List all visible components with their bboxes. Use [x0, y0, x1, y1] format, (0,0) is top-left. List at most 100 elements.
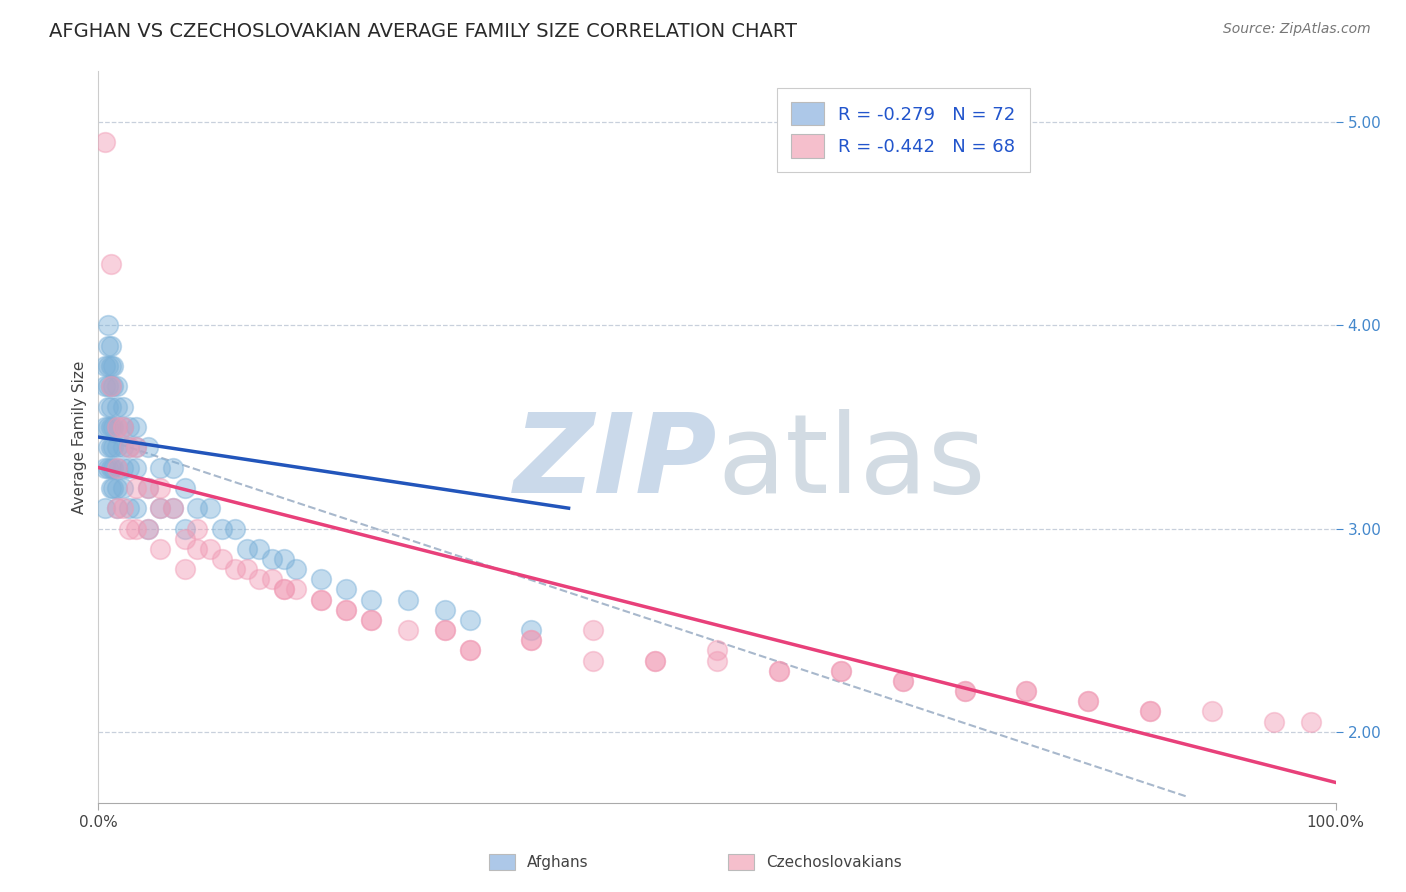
Point	[953, 684, 976, 698]
Point	[149, 501, 172, 516]
Point	[93, 136, 115, 150]
Point	[112, 400, 135, 414]
Point	[149, 501, 172, 516]
Point	[118, 521, 141, 535]
Text: AFGHAN VS CZECHOSLOVAKIAN AVERAGE FAMILY SIZE CORRELATION CHART: AFGHAN VS CZECHOSLOVAKIAN AVERAGE FAMILY…	[49, 22, 797, 41]
Text: Source: ZipAtlas.com: Source: ZipAtlas.com	[1223, 22, 1371, 37]
Point	[100, 379, 122, 393]
Point	[582, 623, 605, 637]
Point	[100, 338, 122, 352]
Point	[124, 521, 146, 535]
Point	[100, 420, 122, 434]
Point	[309, 592, 332, 607]
Point	[211, 521, 233, 535]
Point	[93, 501, 115, 516]
Point	[706, 654, 728, 668]
Point	[260, 572, 283, 586]
Point	[118, 440, 141, 454]
Point	[285, 582, 308, 597]
Point	[112, 420, 135, 434]
Point	[103, 440, 125, 454]
FancyBboxPatch shape	[728, 854, 754, 870]
Point	[273, 552, 295, 566]
Point	[124, 420, 146, 434]
Point	[520, 633, 543, 648]
Point	[162, 501, 184, 516]
Point	[100, 460, 122, 475]
Text: Czechoslovakians: Czechoslovakians	[766, 855, 903, 870]
Point	[97, 400, 120, 414]
Point	[1263, 714, 1285, 729]
Point	[174, 521, 197, 535]
Point	[273, 582, 295, 597]
Point	[97, 440, 120, 454]
Point	[830, 664, 852, 678]
Point	[105, 440, 128, 454]
Point	[100, 400, 122, 414]
Point	[1299, 714, 1322, 729]
Point	[97, 420, 120, 434]
Text: Afghans: Afghans	[527, 855, 589, 870]
Point	[100, 257, 122, 271]
Point	[124, 481, 146, 495]
Point	[335, 603, 357, 617]
Point	[1077, 694, 1099, 708]
FancyBboxPatch shape	[489, 854, 515, 870]
Point	[520, 623, 543, 637]
Point	[100, 379, 122, 393]
Point	[100, 440, 122, 454]
Point	[93, 379, 115, 393]
Point	[103, 460, 125, 475]
Point	[224, 562, 246, 576]
Point	[103, 359, 125, 373]
Point	[93, 420, 115, 434]
Point	[162, 460, 184, 475]
Point	[768, 664, 790, 678]
Point	[136, 440, 159, 454]
Point	[105, 379, 128, 393]
Point	[224, 521, 246, 535]
Point	[97, 338, 120, 352]
Point	[309, 572, 332, 586]
Point	[93, 460, 115, 475]
Point	[174, 481, 197, 495]
Point	[360, 613, 382, 627]
Point	[186, 521, 208, 535]
Text: ZIP: ZIP	[513, 409, 717, 516]
Point	[105, 460, 128, 475]
Y-axis label: Average Family Size: Average Family Size	[72, 360, 87, 514]
Point	[360, 613, 382, 627]
Point	[149, 460, 172, 475]
Point	[105, 481, 128, 495]
Point	[105, 501, 128, 516]
Point	[706, 643, 728, 657]
Point	[582, 654, 605, 668]
Point	[247, 541, 270, 556]
Point	[211, 552, 233, 566]
Point	[891, 673, 914, 688]
Point	[186, 541, 208, 556]
Point	[93, 359, 115, 373]
Point	[396, 623, 419, 637]
Point	[136, 481, 159, 495]
Point	[285, 562, 308, 576]
Point	[103, 379, 125, 393]
Point	[458, 613, 481, 627]
Point	[162, 501, 184, 516]
Point	[105, 420, 128, 434]
Point	[136, 481, 159, 495]
Point	[644, 654, 666, 668]
Point	[105, 420, 128, 434]
Point	[335, 603, 357, 617]
Point	[97, 460, 120, 475]
Point	[103, 481, 125, 495]
Point	[198, 501, 221, 516]
Point	[891, 673, 914, 688]
Legend: R = -0.279   N = 72, R = -0.442   N = 68: R = -0.279 N = 72, R = -0.442 N = 68	[776, 87, 1029, 172]
Point	[458, 643, 481, 657]
Point	[124, 501, 146, 516]
Point	[112, 440, 135, 454]
Point	[1015, 684, 1038, 698]
Point	[1015, 684, 1038, 698]
Point	[458, 643, 481, 657]
